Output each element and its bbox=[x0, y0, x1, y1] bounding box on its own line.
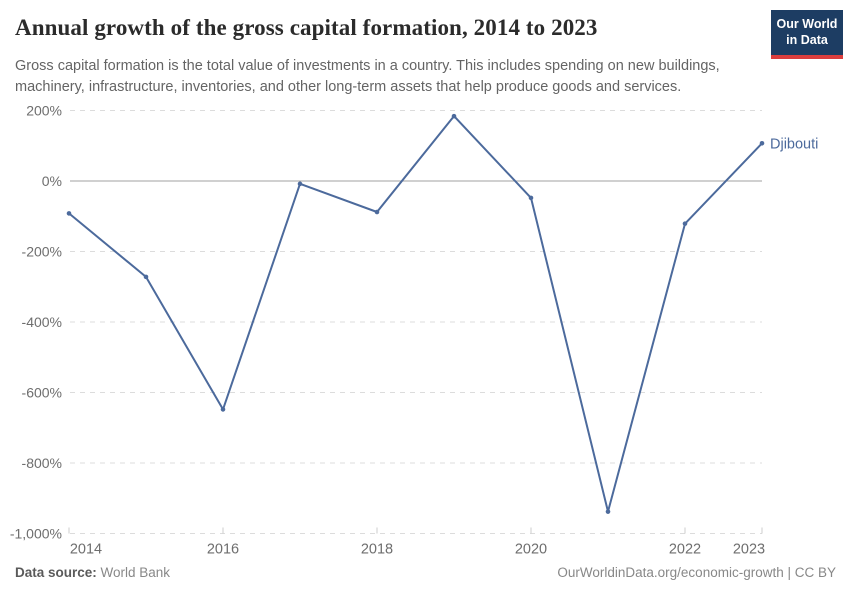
data-source-note: Data source: World Bank bbox=[15, 565, 170, 580]
y-axis-label: -400% bbox=[22, 314, 62, 330]
license-label: CC BY bbox=[794, 565, 836, 580]
x-axis-label: 2022 bbox=[669, 542, 701, 558]
y-axis-label: -1,000% bbox=[10, 526, 62, 542]
owid-url-link[interactable]: OurWorldinData.org/economic-growth bbox=[557, 565, 784, 580]
series-end-label: Djibouti bbox=[770, 136, 818, 152]
chart-header: Annual growth of the gross capital forma… bbox=[15, 14, 730, 42]
chart-title: Annual growth of the gross capital forma… bbox=[15, 15, 598, 40]
footer-divider: | bbox=[783, 565, 795, 580]
y-axis-label: -600% bbox=[22, 385, 62, 401]
data-point bbox=[143, 274, 149, 280]
chart-subtitle: Gross capital formation is the total val… bbox=[15, 58, 720, 96]
data-point bbox=[220, 407, 226, 412]
data-point bbox=[66, 211, 72, 216]
x-axis-label: 2014 bbox=[70, 542, 102, 558]
data-source-label: Data source: bbox=[15, 565, 97, 580]
line-chart-plot-area: 200% 0% -200% -400% -600% -800% -1,000% 2014 201… bbox=[10, 103, 819, 558]
y-axis-label: 200% bbox=[26, 103, 62, 119]
data-point bbox=[451, 113, 457, 119]
data-point bbox=[528, 195, 534, 201]
data-point bbox=[605, 509, 611, 514]
data-point bbox=[374, 209, 380, 215]
y-axis-label: -800% bbox=[22, 455, 62, 471]
chart-footer: Data source: World Bank OurWorldinData.o… bbox=[15, 565, 836, 580]
x-axis-label: 2016 bbox=[207, 542, 239, 558]
data-source-value: World Bank bbox=[96, 565, 171, 580]
x-axis-label: 2023 bbox=[733, 542, 765, 558]
data-point bbox=[759, 140, 765, 146]
series-line-djibouti bbox=[68, 115, 763, 513]
data-point bbox=[682, 221, 688, 226]
owid-logo-line1: Our World bbox=[776, 17, 838, 31]
y-axis-label: 0% bbox=[42, 173, 62, 189]
owid-logo[interactable]: Our World in Data bbox=[771, 10, 843, 59]
y-axis-label: -200% bbox=[22, 244, 62, 260]
owid-logo-line2: in Data bbox=[786, 33, 828, 48]
data-point bbox=[297, 181, 303, 187]
x-axis-label: 2018 bbox=[361, 542, 393, 558]
x-axis-label: 2020 bbox=[515, 542, 547, 558]
footer-attribution: OurWorldinData.org/economic-growth | CC … bbox=[557, 565, 836, 580]
